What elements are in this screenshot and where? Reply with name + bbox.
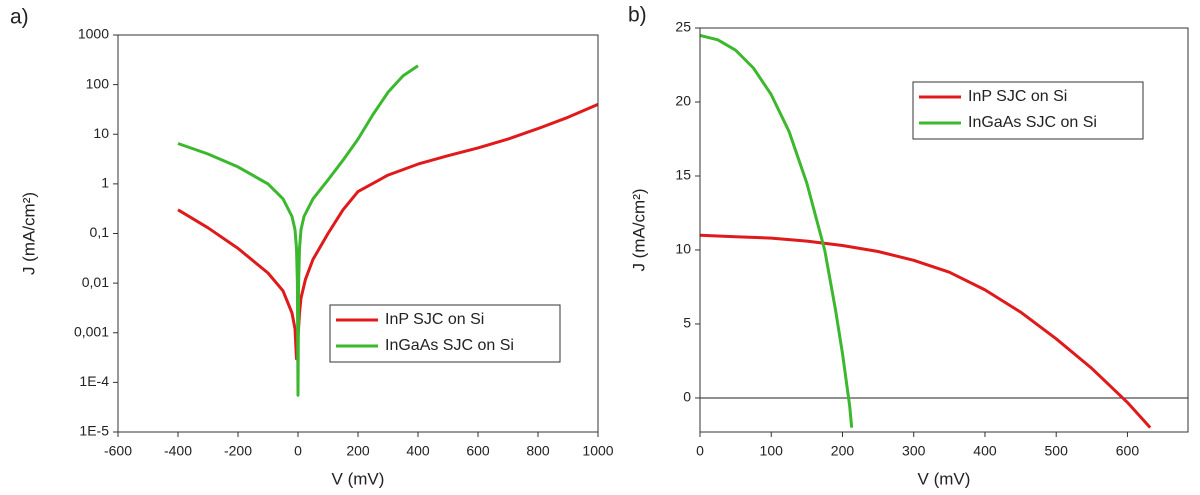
y-tick-label: 0,001 — [74, 323, 109, 339]
series-line — [177, 64, 419, 397]
y-tick-label: 5 — [683, 315, 691, 331]
x-tick-label: -200 — [224, 443, 252, 459]
y-tick-label: 0,01 — [82, 274, 109, 290]
x-tick-label: 400 — [973, 443, 997, 459]
series-line — [177, 103, 598, 361]
legend: InP SJC on Si InGaAs SJC on Si — [329, 304, 561, 363]
legend: InP SJC on Si InGaAs SJC on Si — [912, 81, 1144, 140]
panel: b) 0 100 200 300 400 500 600 0 5 10 15 20 25 V (mV) J (… — [628, 4, 1189, 488]
x-axis-title: V (mV) — [918, 469, 971, 488]
legend-label: InGaAs SJC on Si — [968, 114, 1097, 131]
x-tick-label: 600 — [1116, 443, 1140, 459]
x-axis-title: V (mV) — [332, 469, 385, 488]
legend-label: InP SJC on Si — [385, 311, 484, 328]
y-tick-label: 100 — [86, 75, 110, 91]
y-axis-title: J (mA/cm²) — [629, 188, 648, 271]
x-tick-label: 500 — [1045, 443, 1069, 459]
y-tick-label: 0,1 — [90, 224, 110, 240]
y-tick-label: 10 — [675, 241, 691, 257]
legend-box — [912, 81, 1144, 140]
x-tick-label: 200 — [831, 443, 855, 459]
y-axis-title: J (mA/cm²) — [19, 192, 38, 275]
panel-label: b) — [628, 4, 647, 27]
series-line — [700, 33, 854, 428]
y-tick-label: 1E-5 — [79, 423, 109, 439]
plot-frame — [699, 27, 1189, 433]
plot-frame — [117, 34, 599, 433]
x-tick-label: 800 — [526, 443, 550, 459]
panel-label: a) — [10, 6, 29, 29]
y-tick-label: 1E-4 — [79, 373, 109, 389]
y-tick-label: 1 — [101, 175, 109, 191]
legend-label: InP SJC on Si — [968, 88, 1067, 105]
x-tick-label: 200 — [346, 443, 370, 459]
y-tick-label: 20 — [675, 93, 691, 109]
y-tick-label: 10 — [93, 125, 109, 141]
x-tick-label: 0 — [294, 443, 302, 459]
y-tick-label: 1000 — [78, 26, 109, 42]
legend-box — [329, 304, 561, 363]
x-tick-label: 300 — [902, 443, 926, 459]
y-tick-label: 25 — [675, 19, 691, 35]
x-tick-label: -400 — [164, 443, 192, 459]
y-tick-label: 0 — [683, 389, 691, 405]
legend-label: InGaAs SJC on Si — [385, 337, 514, 354]
x-tick-label: 600 — [466, 443, 490, 459]
y-tick-label: 15 — [675, 167, 691, 183]
x-tick-label: -600 — [104, 443, 132, 459]
x-tick-label: 100 — [760, 443, 784, 459]
x-tick-label: 0 — [696, 443, 704, 459]
series-line — [700, 233, 1152, 429]
x-tick-label: 400 — [406, 443, 430, 459]
panel: a) -600 -400 -200 0 200 400 600 800 1000 1E-5 1E-4 0… — [10, 6, 614, 489]
x-tick-label: 1000 — [582, 443, 613, 459]
